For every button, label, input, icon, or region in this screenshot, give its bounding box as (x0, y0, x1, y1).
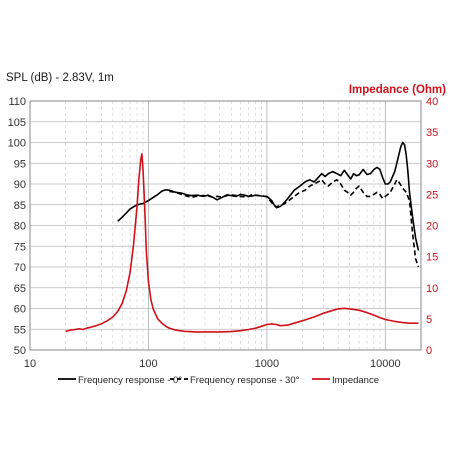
y-right-tick-label: 25 (426, 189, 438, 201)
y-left-tick-label: 110 (8, 96, 26, 108)
y-left-tick-label: 50 (14, 345, 26, 357)
y-right-tick-label: 20 (426, 221, 438, 233)
y-right-tick-label: 0 (426, 345, 432, 357)
x-tick-label: 10 (24, 358, 36, 370)
y-left-tick-label: 60 (14, 304, 26, 316)
y-left-tick-label: 85 (14, 200, 26, 212)
y-left-tick-label: 100 (8, 138, 26, 150)
series-line-1 (117, 141, 420, 251)
y-left-tick-label: 95 (14, 158, 26, 170)
plot-frame (29, 100, 422, 351)
y-right-tick-label: 15 (426, 252, 438, 264)
y-right-tick-label: 10 (426, 283, 438, 295)
series-lines (65, 141, 420, 333)
y-right-tick-label: 40 (426, 96, 438, 108)
x-tick-label: 10000 (370, 358, 401, 370)
y-right-tick-label: 30 (426, 158, 438, 170)
x-tick-label: 1000 (255, 358, 279, 370)
legend: Frequency response - 0° Frequency respons… (58, 375, 379, 386)
right-axis-title: Impedance (Ohm) (349, 84, 446, 96)
tick-labels: 50 55 60 65 70 75 80 85 90 95 100 105 110 0 5 10 15 20 25 3… (8, 96, 439, 370)
y-right-tick-label: 5 (426, 314, 432, 326)
y-left-tick-label: 70 (14, 262, 26, 274)
y-right-tick-label: 35 (426, 127, 438, 139)
y-left-tick-label: 55 (14, 324, 26, 336)
legend-label: Frequency response - 0° (78, 375, 182, 386)
left-axis-title: SPL (dB) - 2.83V, 1m (6, 72, 114, 84)
y-left-tick-label: 80 (14, 221, 26, 233)
y-left-tick-label: 105 (8, 117, 26, 129)
y-left-tick-label: 65 (14, 283, 26, 295)
legend-label: Frequency response - 30° (190, 375, 300, 386)
y-left-tick-label: 75 (14, 241, 26, 253)
y-left-tick-label: 90 (14, 179, 26, 191)
series-line-2 (169, 179, 420, 268)
legend-label: Impedance (332, 375, 379, 386)
grid-lines (29, 100, 422, 351)
series-line-3 (65, 153, 419, 333)
x-tick-label: 100 (139, 358, 157, 370)
